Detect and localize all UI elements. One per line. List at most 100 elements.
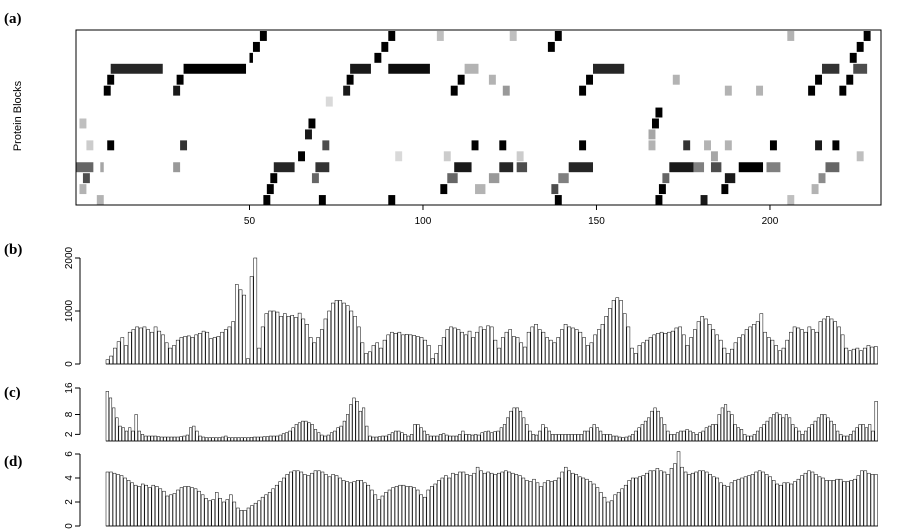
bar — [648, 337, 653, 365]
bar — [800, 475, 804, 527]
bar — [512, 336, 516, 365]
bar — [688, 430, 692, 442]
bar — [695, 434, 699, 442]
heatmap-cells — [76, 31, 871, 205]
bar — [704, 318, 708, 365]
bar — [512, 407, 516, 442]
bar — [397, 430, 401, 442]
bar — [324, 474, 328, 527]
bar — [794, 427, 798, 442]
bar — [432, 435, 436, 442]
bar — [574, 474, 579, 527]
bar — [162, 490, 166, 527]
bar — [381, 435, 385, 442]
bar — [236, 507, 240, 527]
bar — [312, 342, 317, 365]
bar — [778, 350, 782, 365]
bar — [223, 329, 228, 365]
bar — [426, 434, 430, 442]
bar — [637, 345, 642, 365]
bar — [556, 477, 561, 527]
bar — [112, 472, 117, 527]
bar — [390, 331, 394, 365]
bar — [836, 430, 840, 442]
bar — [535, 482, 540, 527]
bar — [233, 437, 237, 442]
bar — [307, 422, 311, 442]
bar — [317, 470, 321, 527]
bar — [864, 427, 869, 442]
heatmap-cell — [756, 85, 764, 96]
bar — [746, 435, 750, 442]
bar — [134, 414, 138, 442]
y-tick-label: 8 — [64, 411, 75, 417]
bar — [571, 472, 575, 527]
bar — [774, 345, 778, 365]
heatmap-cell — [579, 140, 587, 151]
bar — [817, 476, 822, 527]
bar — [630, 477, 635, 527]
bar — [863, 470, 868, 527]
bar — [387, 434, 391, 442]
heatmap-cell — [79, 184, 87, 195]
bar — [846, 481, 850, 527]
bar — [602, 434, 606, 442]
bar — [756, 430, 760, 442]
bar — [465, 474, 469, 527]
heatmap-cell — [173, 85, 181, 96]
heatmap-cell — [325, 96, 333, 107]
heatmap-cell — [846, 74, 854, 85]
bar — [447, 477, 452, 527]
bar — [227, 326, 232, 365]
bar — [471, 337, 476, 365]
bar — [659, 331, 664, 365]
bar — [366, 484, 371, 527]
heatmap-cell — [322, 140, 330, 151]
bar — [656, 333, 660, 365]
bar — [502, 424, 507, 442]
bar — [497, 347, 501, 365]
bar — [412, 335, 416, 365]
bar — [405, 486, 409, 527]
bar — [622, 313, 627, 365]
bar — [509, 410, 513, 442]
bar — [838, 478, 843, 527]
bar — [860, 470, 864, 527]
bar — [130, 482, 134, 527]
heatmap-cell — [683, 140, 691, 151]
bar — [576, 434, 580, 442]
bar — [445, 434, 449, 442]
bar — [153, 326, 158, 365]
bar — [792, 326, 797, 365]
bar — [127, 331, 132, 365]
bar — [310, 424, 314, 442]
bar — [393, 333, 398, 365]
bar — [810, 424, 814, 442]
bar — [415, 489, 420, 527]
bar — [504, 331, 509, 365]
bar — [401, 484, 406, 527]
bar — [733, 424, 737, 442]
bar — [655, 468, 660, 527]
bar — [356, 480, 360, 527]
bar — [441, 337, 446, 365]
bar — [435, 435, 439, 442]
bar — [775, 412, 779, 442]
bar — [772, 480, 776, 527]
heatmap-cell — [516, 151, 524, 162]
bar — [807, 326, 812, 365]
bar — [634, 430, 638, 442]
heatmap-cell — [180, 140, 188, 151]
bar — [269, 435, 273, 442]
bar — [478, 326, 483, 365]
heatmap-cell — [388, 31, 396, 41]
bar — [253, 257, 258, 365]
bar — [611, 300, 616, 365]
bar — [659, 470, 663, 527]
heatmap-cell — [447, 173, 458, 184]
bar — [730, 414, 734, 442]
bar — [224, 435, 228, 442]
bar — [480, 432, 484, 442]
bar — [788, 417, 792, 442]
bar — [500, 337, 505, 365]
